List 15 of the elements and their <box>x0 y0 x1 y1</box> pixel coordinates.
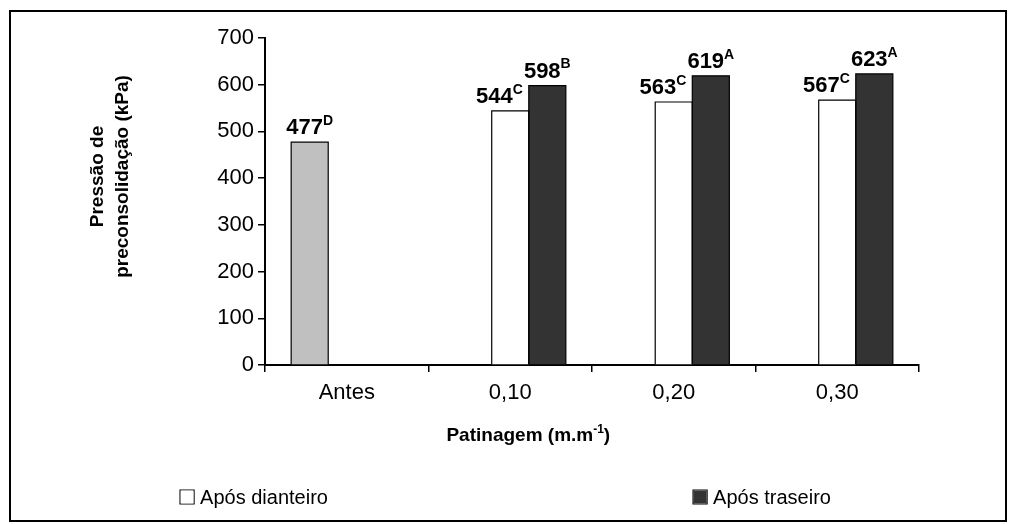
y-tick-label: 100 <box>217 304 254 330</box>
legend-label: Após dianteiro <box>200 486 328 508</box>
y-tick-label: 200 <box>217 257 254 283</box>
legend-label: Após traseiro <box>713 486 831 508</box>
x-tick-label: 0,10 <box>488 379 532 405</box>
y-tick-label: 500 <box>217 117 254 143</box>
y-axis-title: Pressão de preconsolidação (kPa) <box>85 75 132 278</box>
x-tick-label: Antes <box>318 379 375 405</box>
x-tick-label: 0,20 <box>652 379 696 405</box>
y-tick-label: 300 <box>217 210 254 236</box>
y-tick-label: 700 <box>217 24 254 50</box>
y-tick-label: 0 <box>241 351 254 377</box>
y-tick-label: 600 <box>217 70 254 96</box>
x-tick-label: 0,30 <box>815 379 859 405</box>
y-tick-label: 400 <box>217 164 254 190</box>
